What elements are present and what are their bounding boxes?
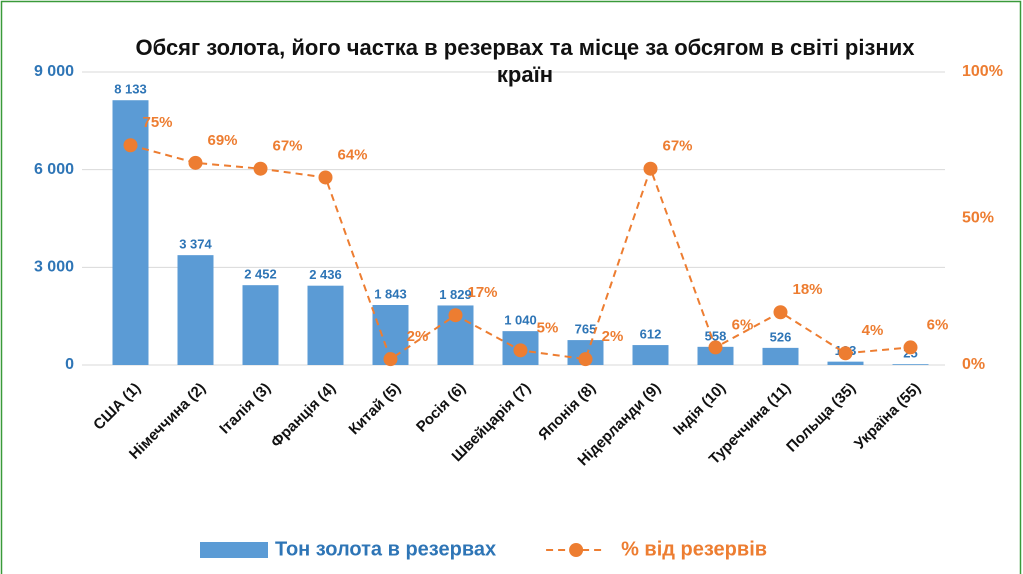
bar [177,255,214,365]
bar [892,364,929,365]
line-value-label: 17% [467,284,497,301]
bar-value-label: 2 436 [309,267,342,282]
legend-marker [569,543,584,557]
bar [827,361,864,365]
line-point [383,352,398,367]
bar [632,345,669,365]
line-value-label: 75% [142,114,172,131]
line-value-label: 5% [537,319,559,336]
line-value-label: 67% [662,138,692,155]
bar-value-label: 8 133 [114,82,147,97]
bar [242,285,279,365]
bar-value-label: 1 040 [504,313,537,328]
line-point [773,305,788,320]
line-point [643,161,658,176]
bar-value-label: 765 [575,322,597,337]
x-tick-label: Індія (10) [670,380,729,439]
y2-tick-label: 50% [962,210,994,227]
x-tick-label: Україна (55) [851,380,924,453]
legend-label: Тон золота в резервах [275,538,496,560]
line-point [188,155,203,170]
line-value-label: 64% [337,146,367,163]
line-point [123,138,138,153]
x-tick-label: Японія (8) [535,380,599,444]
bar-value-label: 612 [640,327,662,342]
line-point [838,346,853,361]
bar-value-label: 526 [770,329,792,344]
line-value-label: 6% [927,316,949,333]
line-point [318,170,333,185]
x-tick-label: Росія (6) [413,380,469,436]
legend-swatch [200,542,268,558]
line-value-label: 2% [602,328,624,345]
bar [762,347,799,365]
x-tick-label: США (1) [90,380,144,434]
line-point [708,340,723,355]
line-value-label: 4% [862,322,884,339]
y-tick-label: 9 000 [34,63,74,80]
bar-value-label: 2 452 [244,267,277,282]
bar-value-label: 1 829 [439,287,472,302]
x-tick-label: Китай (5) [346,380,405,439]
line-value-label: 6% [732,316,754,333]
y2-tick-label: 100% [962,63,1003,80]
x-tick-label: Італія (3) [216,380,274,438]
line-value-label: 69% [207,132,237,149]
x-tick-label: Франція (4) [268,380,339,451]
line-point [513,343,528,358]
y2-tick-label: 0% [962,356,985,373]
bar [697,346,734,365]
line-value-label: 18% [792,281,822,298]
line-point [578,352,593,367]
chart-title: Обсяг золота, його частка в резервах та … [135,35,915,87]
line-value-label: 67% [272,138,302,155]
bar-value-label: 1 843 [374,286,407,301]
line-point [253,161,268,176]
bar-value-label: 3 374 [179,237,212,252]
legend-label: % від резервів [621,538,767,560]
y-tick-label: 0 [65,356,74,373]
bar [307,285,344,365]
y-tick-label: 3 000 [34,259,74,276]
y-tick-label: 6 000 [34,161,74,178]
line-point [448,308,463,323]
x-tick-label: Польща (35) [783,380,859,456]
line-value-label: 2% [407,328,429,345]
line-point [903,340,918,355]
